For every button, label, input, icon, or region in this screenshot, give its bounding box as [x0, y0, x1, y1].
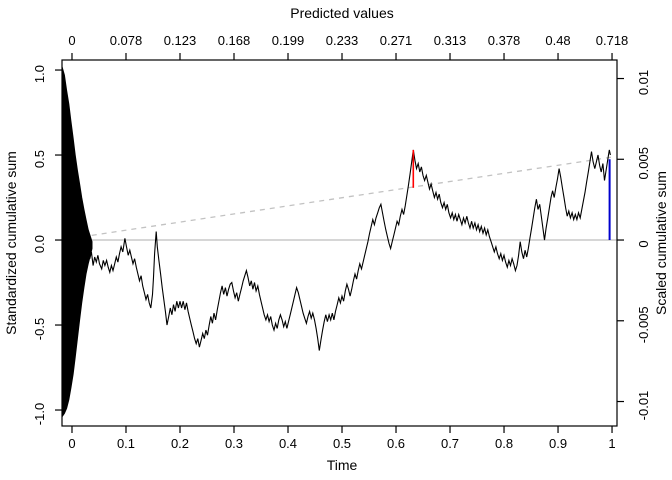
- time-axis-tick-label: 0.3: [225, 436, 243, 451]
- time-axis-tick-label: 0.8: [495, 436, 513, 451]
- time-axis-tick-label: 0.9: [549, 436, 567, 451]
- time-axis-tick-label: 0.1: [117, 436, 135, 451]
- time-axis-tick-label: 0.7: [441, 436, 459, 451]
- predicted-values-axis-tick-label: 0.718: [596, 33, 629, 48]
- predicted-values-axis-tick-label: 0.199: [272, 33, 305, 48]
- standardized-cusum-axis-tick-label: -1.0: [32, 403, 47, 425]
- scaled-cusum-axis-tick-label: 0.005: [636, 147, 651, 180]
- reference-dashed-line: [71, 156, 615, 239]
- standardized-cusum-axis-tick-label: -0.5: [32, 318, 47, 340]
- predicted-values-axis-tick-label: 0.378: [488, 33, 521, 48]
- standardized-cusum-axis-tick-label: 0.0: [32, 235, 47, 253]
- standardized-cusum-axis-tick-label: 1.0: [32, 65, 47, 83]
- top-axis-title: Predicted values: [290, 5, 394, 21]
- time-axis-tick-label: 1: [608, 436, 615, 451]
- initial-oscillation-wedge: [61, 66, 93, 419]
- scaled-cusum-axis-tick-label: 0: [636, 240, 651, 247]
- predicted-values-axis-tick-label: 0.233: [326, 33, 359, 48]
- right-axis-title: Scaled cumulative sum: [653, 171, 669, 315]
- left-axis-title: Standardized cumulative sum: [3, 151, 19, 335]
- scaled-cusum-axis-tick-label: 0.01: [636, 70, 651, 95]
- bottom-axis-title: Time: [327, 457, 358, 473]
- scaled-cusum-axis-tick-label: -0.005: [636, 306, 651, 343]
- predicted-values-axis-tick-label: 0.123: [164, 33, 197, 48]
- chart-layer: 0 0.1 0.2 0.3 0.4 0.5 0.6 0.7 0.8 0.9 1 0 0.078 0.123…: [32, 33, 651, 451]
- predicted-values-axis-tick-label: 0.271: [380, 33, 413, 48]
- scaled-cusum-axis-tick-label: -0.01: [636, 391, 651, 421]
- cusum-curve: [77, 149, 611, 351]
- time-axis-tick-label: 0.5: [333, 436, 351, 451]
- predicted-values-axis-tick-label: 0: [68, 33, 75, 48]
- time-axis-tick-label: 0.4: [279, 436, 297, 451]
- plot-box: [61, 59, 618, 427]
- predicted-values-axis-tick-label: 0.078: [110, 33, 143, 48]
- time-axis-tick-label: 0: [68, 436, 75, 451]
- predicted-values-axis-tick-label: 0.168: [218, 33, 251, 48]
- predicted-values-axis-tick-label: 0.313: [434, 33, 467, 48]
- standardized-cusum-axis-tick-label: 0.5: [32, 150, 47, 168]
- time-axis-tick-label: 0.6: [387, 436, 405, 451]
- predicted-values-axis-tick-label: 0.48: [545, 33, 570, 48]
- time-axis-tick-label: 0.2: [171, 436, 189, 451]
